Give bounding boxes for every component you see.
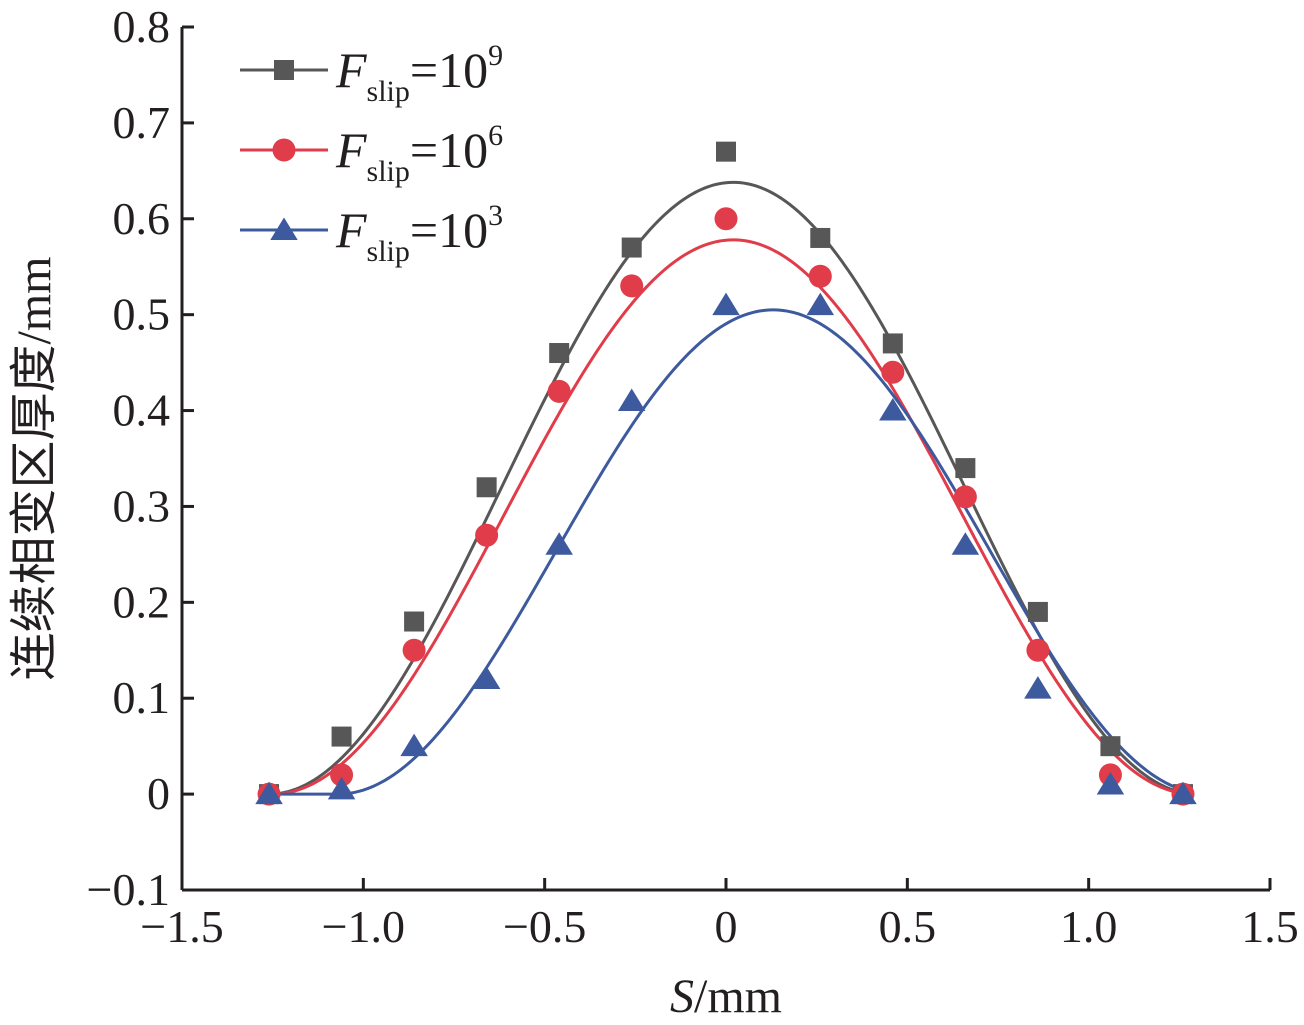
x-tick-label: 0 bbox=[715, 901, 738, 952]
y-tick-label: 0.3 bbox=[113, 480, 171, 531]
data-point-square bbox=[810, 227, 831, 248]
y-tick-label: 0.5 bbox=[113, 289, 171, 340]
legend-marker-circle bbox=[272, 138, 296, 162]
data-point-circle bbox=[475, 523, 499, 547]
data-point-triangle bbox=[1169, 781, 1197, 805]
data-point-triangle bbox=[617, 388, 646, 411]
data-point-triangle bbox=[545, 532, 573, 555]
data-point-circle bbox=[330, 763, 354, 787]
x-axis-title: S/mm bbox=[670, 970, 782, 1023]
x-tick-label: −1.5 bbox=[140, 901, 223, 952]
data-point-square bbox=[1027, 601, 1048, 622]
x-tick-label: 1.0 bbox=[1060, 901, 1118, 952]
legend-var: F bbox=[335, 202, 367, 258]
data-point-circle bbox=[808, 264, 832, 288]
legend-eq: =10 bbox=[410, 202, 488, 258]
legend-sub: slip bbox=[367, 155, 410, 188]
legend-label: Fslip=103 bbox=[335, 199, 503, 268]
data-point-triangle bbox=[951, 532, 980, 555]
data-point-circle bbox=[1026, 638, 1050, 662]
data-point-triangle bbox=[400, 733, 428, 757]
fit-curves bbox=[269, 180, 1184, 796]
data-point-circle bbox=[953, 485, 977, 509]
y-tick-label: 0.8 bbox=[113, 1, 171, 52]
data-point-circle bbox=[620, 274, 644, 298]
data-point-square bbox=[882, 333, 903, 354]
x-axis-unit: /mm bbox=[694, 970, 782, 1023]
y-tick-label: 0 bbox=[147, 768, 170, 819]
data-point-square bbox=[1100, 736, 1121, 757]
legend-marker-triangle bbox=[270, 217, 298, 240]
data-markers bbox=[255, 141, 1197, 806]
data-point-triangle bbox=[879, 398, 907, 421]
data-point-triangle bbox=[1096, 772, 1125, 795]
x-ticks: −1.5 −1.0 −0.5 0 0.5 1.0 1.5 bbox=[140, 878, 1299, 952]
data-point-circle bbox=[547, 379, 571, 403]
y-tick-label: 0.7 bbox=[113, 97, 171, 148]
legend-label: Fslip=109 bbox=[335, 39, 503, 108]
data-point-square bbox=[331, 726, 352, 747]
data-point-triangle bbox=[255, 781, 283, 805]
fit-curve-triangle bbox=[269, 308, 1184, 796]
data-point-circle bbox=[714, 207, 738, 231]
fit-curve-square bbox=[269, 180, 1184, 796]
legend-eq: =10 bbox=[410, 42, 488, 98]
legend-marker-square bbox=[274, 60, 294, 80]
y-tick-label: 0.2 bbox=[113, 576, 171, 627]
y-axis-title: 连续相变区厚度/mm bbox=[8, 256, 61, 680]
fit-curve-circle bbox=[269, 238, 1184, 796]
x-tick-label: 0.5 bbox=[879, 901, 937, 952]
legend-sub: slip bbox=[367, 235, 410, 268]
data-point-triangle bbox=[712, 292, 740, 316]
legend-var: F bbox=[335, 42, 367, 98]
y-tick-label: 0.1 bbox=[113, 672, 171, 723]
data-point-triangle bbox=[472, 666, 501, 690]
y-ticks: −0.1 0 0.1 0.2 0.3 0.4 0.5 0.6 0.7 0.8 bbox=[87, 1, 194, 915]
x-tick-label: −0.5 bbox=[503, 901, 586, 952]
x-tick-label: −1.0 bbox=[322, 901, 405, 952]
data-point-circle bbox=[402, 638, 426, 662]
x-axis-variable: S bbox=[670, 970, 694, 1023]
legend-sub: slip bbox=[367, 75, 410, 108]
legend-var: F bbox=[335, 122, 367, 178]
data-point-square bbox=[549, 343, 570, 364]
data-point-square bbox=[476, 477, 497, 498]
data-point-triangle bbox=[327, 776, 356, 800]
plot-area: −1.5 −1.0 −0.5 0 0.5 1.0 1.5 −0.1 0 0.1 0.2 0.3 0.4… bbox=[87, 1, 1299, 952]
legend-exp: 6 bbox=[488, 119, 503, 152]
data-point-triangle bbox=[1024, 676, 1052, 699]
data-point-square bbox=[621, 237, 642, 258]
y-tick-label: −0.1 bbox=[87, 864, 170, 915]
legend-label: Fslip=106 bbox=[335, 119, 503, 188]
legend-exp: 3 bbox=[488, 199, 503, 232]
y-tick-label: 0.6 bbox=[113, 193, 171, 244]
data-point-square bbox=[716, 141, 736, 162]
legend-eq: =10 bbox=[410, 122, 488, 178]
legend-exp: 9 bbox=[488, 39, 503, 72]
data-point-square bbox=[955, 458, 976, 479]
x-tick-label: 1.5 bbox=[1241, 901, 1299, 952]
data-point-circle bbox=[881, 360, 905, 384]
data-point-square bbox=[404, 611, 425, 632]
y-tick-label: 0.4 bbox=[113, 385, 171, 436]
data-point-triangle bbox=[806, 292, 835, 316]
